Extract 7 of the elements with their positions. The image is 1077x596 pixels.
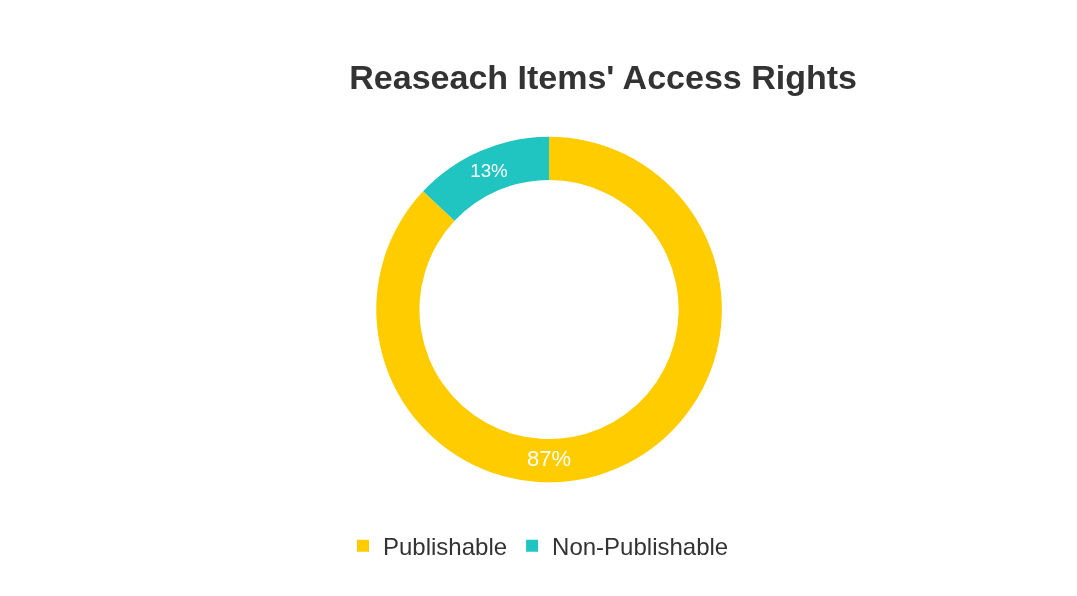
donut-slice bbox=[423, 136, 550, 221]
data-label: 13% bbox=[470, 160, 508, 182]
chart-title: Reaseach Items' Access Rights bbox=[349, 58, 857, 97]
legend-label: Non-Publishable bbox=[552, 533, 729, 561]
donut-slice bbox=[376, 136, 722, 483]
legend-label: Publishable bbox=[383, 533, 508, 561]
data-label: 87% bbox=[527, 446, 572, 472]
